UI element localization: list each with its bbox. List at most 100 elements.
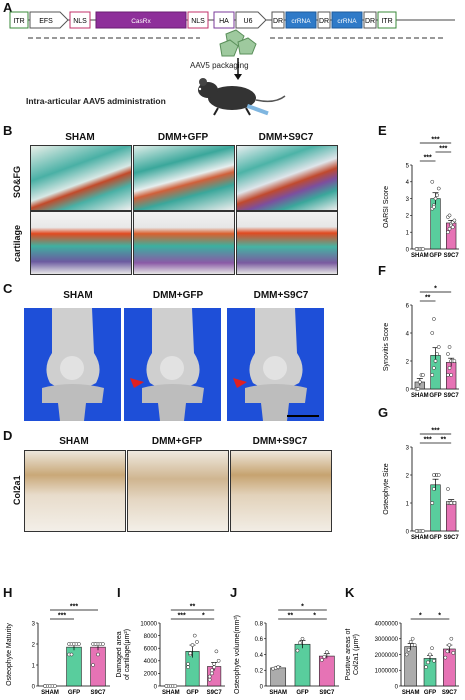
data-point (91, 663, 95, 667)
data-point (424, 665, 428, 669)
y-axis-label: Osteophyte Maturity (6, 623, 13, 686)
data-point (216, 658, 221, 663)
data-point (295, 648, 300, 653)
x-tick-label: GFP (186, 690, 198, 696)
y-axis-label: Osteophyte Size (383, 463, 390, 514)
construct-label: DR (273, 18, 283, 25)
data-point (421, 529, 425, 533)
data-point (430, 179, 435, 184)
y-tick-label: 0 (406, 529, 410, 535)
y-tick-label: 1 (32, 663, 36, 669)
construct-label: NLS (73, 18, 87, 25)
data-point (414, 529, 419, 533)
construct-label: NLS (191, 18, 205, 25)
data-point (430, 646, 434, 651)
data-point (435, 352, 439, 356)
data-point (436, 345, 441, 349)
data-point (43, 684, 47, 688)
histology-image-gfp-cartilage (133, 211, 235, 275)
construct-label: ITR (13, 18, 24, 25)
data-point (433, 359, 438, 363)
data-point (322, 655, 327, 659)
data-point (421, 373, 425, 377)
x-tick-label: S9C7 (444, 535, 460, 541)
data-point (164, 684, 169, 688)
x-tick-label: S9C7 (207, 690, 223, 696)
d-header-gfp: DMM+GFP (151, 436, 203, 447)
construct-label: CasRx (131, 18, 151, 25)
y-axis-label: OARSI Score (383, 186, 390, 228)
y-tick-label: 2000 (144, 672, 158, 678)
panel-label-c: C (3, 281, 13, 296)
construct-diagram: ITR EFS NLS CasRx NLS HA U6 DR crRNA DR crRNA DR ITR… (9, 11, 455, 116)
construct-element-dr (363, 11, 377, 29)
data-point (408, 640, 413, 644)
x-tick-label: GFP (429, 253, 441, 259)
significance-label: *** (431, 137, 439, 144)
panel-label-i: I (117, 585, 121, 600)
data-point (412, 643, 417, 647)
data-point (298, 640, 302, 645)
data-point (433, 196, 438, 201)
microct-image-gfp (124, 308, 221, 421)
data-point (69, 652, 74, 657)
panel-label-b: B (3, 123, 13, 138)
construct-label: crRNA (291, 18, 311, 25)
data-point (428, 652, 432, 657)
data-point (53, 684, 57, 688)
data-point (210, 668, 214, 673)
data-point (432, 473, 436, 477)
microct-image-sham (24, 308, 121, 421)
construct-element-crrna (285, 11, 317, 29)
data-point (436, 473, 441, 477)
y-tick-label: 2000000 (375, 653, 399, 659)
panel-label-d: D (3, 428, 13, 443)
data-point (452, 501, 457, 505)
y-tick-label: 10000 (140, 621, 157, 627)
y-tick-label: 0 (395, 684, 399, 690)
histology-image-s9c7-sofg (236, 145, 338, 211)
construct-element-nls (187, 11, 209, 29)
data-point (210, 671, 214, 676)
y-tick-label: 0.6 (255, 637, 264, 643)
y-tick-label: 0 (406, 247, 410, 253)
osteophyte-arrow-icon (233, 378, 247, 388)
data-point (414, 247, 419, 251)
ihc-image-sham (24, 450, 126, 532)
significance-label: * (419, 613, 422, 620)
data-point (214, 649, 219, 654)
data-point (447, 345, 452, 349)
y-tick-label: 5 (406, 163, 410, 169)
data-point (449, 501, 454, 505)
data-point (443, 655, 448, 660)
bar-gfp (430, 484, 441, 532)
data-point (452, 218, 457, 223)
y-tick-label: 6000 (144, 647, 158, 653)
data-point (207, 677, 212, 682)
histology-image-gfp-sofg (133, 145, 235, 211)
y-axis-label: Damaged areaof cartilage(μm²) (116, 629, 131, 680)
construct-element-dr (271, 11, 285, 29)
data-point (449, 636, 454, 641)
data-point (276, 665, 281, 669)
x-tick-label: S9C7 (444, 393, 460, 399)
data-point (436, 186, 441, 191)
y-tick-label: 0 (260, 684, 264, 690)
bar-sham (404, 646, 417, 687)
x-tick-label: SHAM (402, 690, 420, 696)
x-tick-label: S9C7 (90, 690, 106, 696)
x-tick-label: SHAM (411, 253, 429, 259)
y-axis-label-line: Positive areas of (345, 629, 352, 681)
y-tick-label: 0.4 (255, 653, 264, 659)
x-tick-label: SHAM (162, 690, 180, 696)
x-tick-label: S9C7 (444, 253, 460, 259)
y-tick-label: 1 (406, 231, 410, 237)
x-tick-label: GFP (68, 690, 80, 696)
construct-label: U6 (244, 18, 253, 25)
data-point (190, 643, 195, 647)
x-tick-label: GFP (296, 690, 308, 696)
y-tick-label: 3 (406, 445, 410, 451)
significance-label: ** (288, 613, 294, 620)
aav-particles-icon (219, 29, 257, 57)
x-tick-label: S9C7 (319, 690, 335, 696)
